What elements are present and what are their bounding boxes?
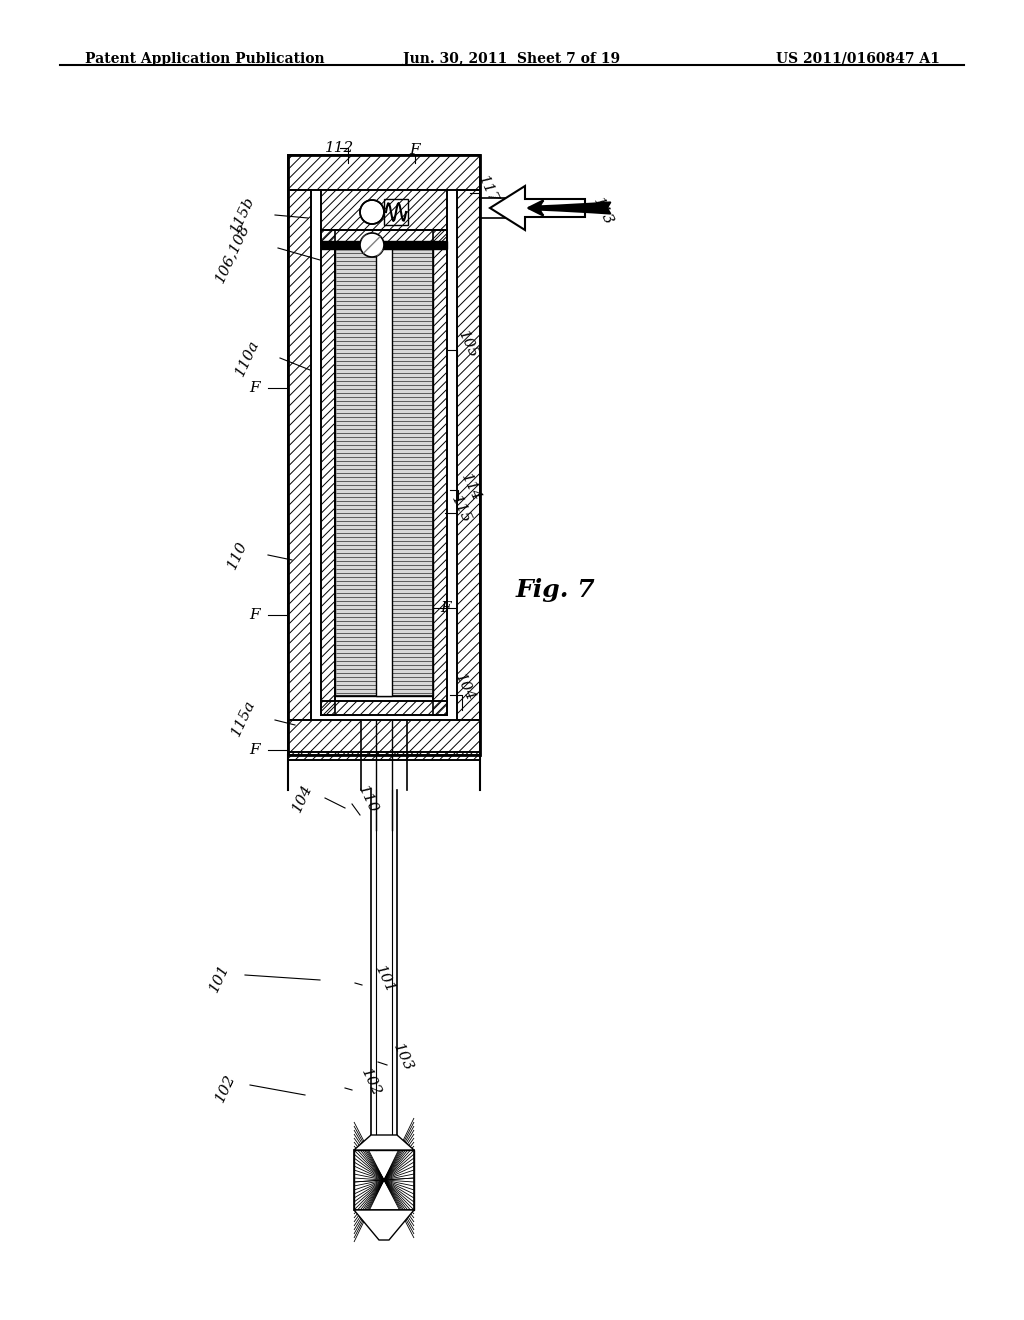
Text: 110: 110: [225, 539, 250, 572]
Bar: [288, 154, 480, 190]
Text: 110a: 110a: [233, 338, 262, 379]
Bar: [288, 154, 480, 755]
Bar: [480, 198, 510, 218]
Bar: [321, 190, 447, 230]
Text: 104: 104: [290, 781, 315, 814]
Bar: [321, 701, 447, 715]
Bar: [376, 249, 392, 696]
Text: 115: 115: [449, 494, 473, 527]
Text: F: F: [250, 609, 260, 622]
Bar: [321, 230, 447, 244]
Text: Jun. 30, 2011  Sheet 7 of 19: Jun. 30, 2011 Sheet 7 of 19: [403, 51, 621, 66]
Bar: [288, 154, 480, 190]
Polygon shape: [490, 186, 585, 230]
Bar: [335, 249, 433, 696]
Text: F: F: [440, 601, 451, 615]
Bar: [354, 1150, 414, 1210]
Circle shape: [360, 234, 384, 257]
Bar: [321, 230, 335, 715]
Bar: [288, 719, 480, 755]
Text: 102: 102: [358, 1067, 383, 1100]
Text: 113: 113: [590, 195, 615, 228]
Text: F: F: [250, 743, 260, 756]
Bar: [321, 242, 447, 249]
Text: F: F: [250, 381, 260, 395]
Bar: [288, 752, 480, 760]
Bar: [457, 190, 480, 719]
Text: US 2011/0160847 A1: US 2011/0160847 A1: [776, 51, 940, 66]
Text: Fig. 7: Fig. 7: [515, 578, 595, 602]
Bar: [288, 752, 480, 760]
Text: 112: 112: [326, 141, 354, 154]
Bar: [510, 202, 518, 214]
Text: 117: 117: [475, 174, 500, 206]
Bar: [321, 230, 335, 715]
Text: 105: 105: [455, 329, 480, 362]
Text: 115a: 115a: [229, 698, 258, 738]
Bar: [457, 190, 480, 719]
Bar: [321, 190, 447, 230]
Text: 101: 101: [207, 962, 232, 994]
Bar: [335, 249, 433, 696]
Text: Patent Application Publication: Patent Application Publication: [85, 51, 325, 66]
Text: F: F: [410, 143, 420, 157]
Text: 114: 114: [458, 471, 483, 504]
Bar: [288, 719, 480, 755]
Bar: [321, 701, 447, 715]
Text: 104: 104: [452, 672, 477, 704]
Bar: [354, 1150, 414, 1210]
Text: 103: 103: [390, 1041, 415, 1074]
Bar: [433, 230, 447, 715]
Bar: [288, 190, 311, 719]
Bar: [384, 199, 408, 224]
Text: 101: 101: [372, 964, 397, 997]
Text: 106,108: 106,108: [213, 222, 252, 285]
Bar: [288, 190, 311, 719]
Bar: [321, 230, 447, 244]
Circle shape: [360, 201, 384, 224]
Text: 110: 110: [355, 784, 380, 816]
Bar: [433, 230, 447, 715]
Text: 102: 102: [213, 1072, 238, 1105]
Polygon shape: [354, 1210, 414, 1239]
Polygon shape: [354, 1135, 414, 1150]
Text: 115b: 115b: [227, 194, 257, 236]
Bar: [311, 190, 457, 719]
